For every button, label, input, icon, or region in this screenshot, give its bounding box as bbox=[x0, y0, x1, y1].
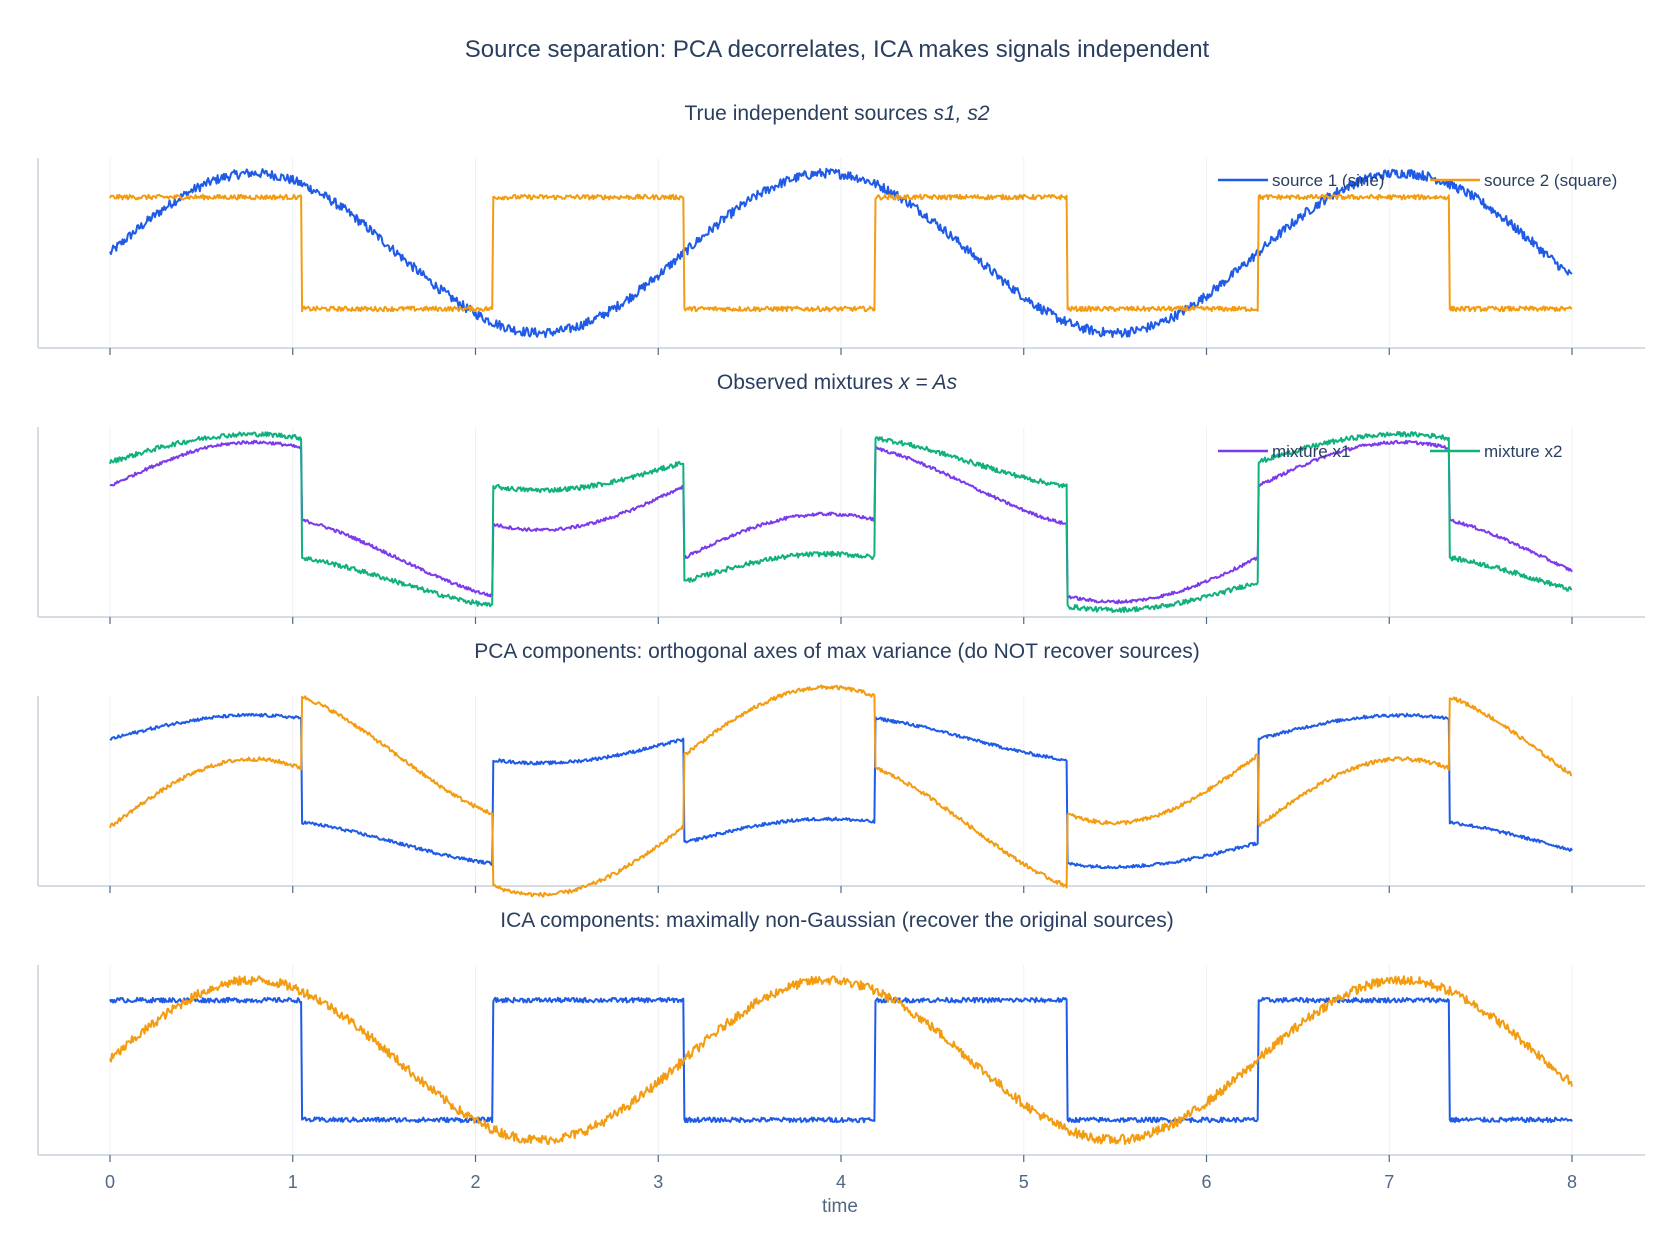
panel-title: ICA components: maximally non-Gaussian (… bbox=[500, 909, 1173, 932]
series-line-1 bbox=[109, 712, 1573, 870]
series-line-2 bbox=[109, 430, 1573, 613]
x-tick-label: 3 bbox=[653, 1172, 663, 1192]
panel-title-text: ICA components: maximally non-Gaussian (… bbox=[500, 909, 1173, 932]
series-line-2 bbox=[109, 684, 1573, 898]
legend-label: mixture x1 bbox=[1272, 442, 1350, 461]
legend-label: source 2 (square) bbox=[1484, 171, 1617, 190]
panel-title-text: PCA components: orthogonal axes of max v… bbox=[474, 640, 1200, 663]
panel-title-math: x = As bbox=[893, 371, 957, 394]
series-line-1 bbox=[109, 439, 1573, 605]
series-line-1 bbox=[109, 167, 1573, 339]
panel-3: PCA components: orthogonal axes of max v… bbox=[37, 640, 1645, 898]
panel-1: True independent sources s1, s2 source 1 … bbox=[37, 102, 1645, 355]
series-line-2 bbox=[109, 975, 1573, 1145]
panel-title-text: True independent sources bbox=[684, 102, 927, 125]
panel-4: ICA components: maximally non-Gaussian (… bbox=[37, 909, 1645, 1192]
panel-title-text: Observed mixtures bbox=[717, 371, 893, 394]
x-tick-label: 0 bbox=[105, 1172, 115, 1192]
x-tick-label: 7 bbox=[1384, 1172, 1394, 1192]
series-line-2 bbox=[109, 193, 1573, 313]
series-line-1 bbox=[109, 996, 1573, 1124]
x-tick-label: 6 bbox=[1201, 1172, 1211, 1192]
figure-title: Source separation: PCA decorrelates, ICA… bbox=[465, 36, 1210, 63]
panel-title: Observed mixtures x = As bbox=[717, 371, 958, 394]
legend-label: source 1 (sine) bbox=[1272, 171, 1384, 190]
x-tick-label: 2 bbox=[470, 1172, 480, 1192]
x-tick-label: 1 bbox=[288, 1172, 298, 1192]
panel-title: PCA components: orthogonal axes of max v… bbox=[474, 640, 1200, 663]
x-axis-label: time bbox=[822, 1196, 858, 1217]
legend-label: mixture x2 bbox=[1484, 442, 1562, 461]
panel-title-math: s1, s2 bbox=[928, 102, 990, 125]
x-tick-label: 8 bbox=[1567, 1172, 1577, 1192]
x-tick-label: 4 bbox=[836, 1172, 846, 1192]
x-tick-label: 5 bbox=[1019, 1172, 1029, 1192]
panel-title: True independent sources s1, s2 bbox=[684, 102, 989, 125]
panel-2: Observed mixtures x = As mixture x1 mixtur… bbox=[37, 371, 1645, 624]
